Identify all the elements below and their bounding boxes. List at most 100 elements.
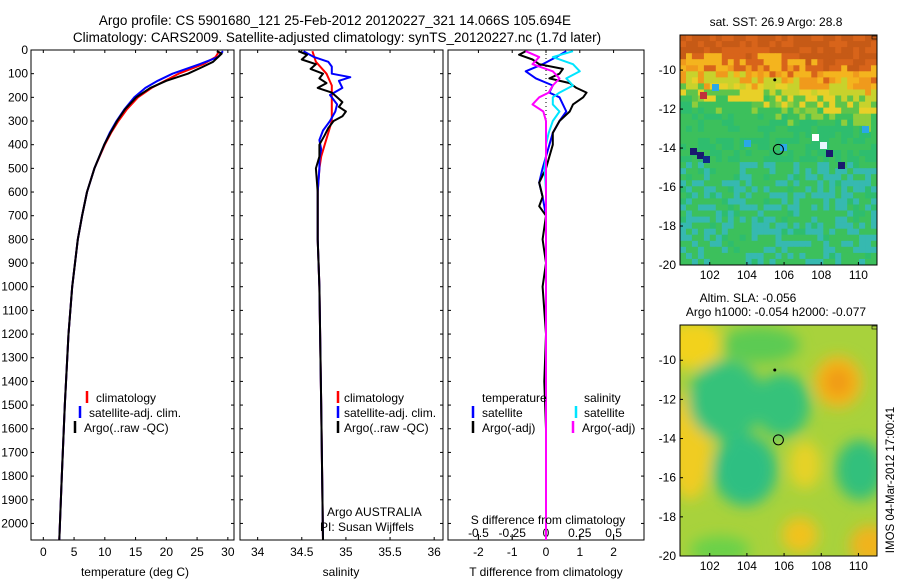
sst-cell (853, 131, 860, 139)
sst-cell (799, 53, 806, 60)
sst-cell (715, 137, 723, 145)
depth-tick-label: 1300 (1, 351, 28, 365)
sst-cell (751, 168, 758, 175)
sst-cell (751, 258, 758, 265)
sst-cell (811, 41, 818, 48)
sst-cell (733, 113, 741, 121)
sst-cell (715, 192, 723, 199)
sst-cell (703, 222, 711, 230)
sst-cell (751, 192, 758, 199)
sst-cell (805, 113, 812, 121)
sst-cell (841, 174, 848, 181)
sst-cell (715, 258, 723, 265)
sst-cell (733, 192, 741, 199)
sst-cell (799, 47, 806, 54)
x-tick-label: 35 (339, 545, 353, 559)
sst-cell (853, 35, 860, 42)
sst-cell (733, 107, 741, 115)
sst-cell (799, 252, 806, 260)
sst-cell (757, 143, 764, 151)
sst-cell (829, 119, 836, 127)
sst-cell (721, 143, 729, 151)
sst-cell (823, 240, 830, 248)
sst-cell (799, 77, 806, 84)
x-tick-label: 25 (190, 545, 204, 559)
sst-cell (853, 198, 860, 205)
sst-cell (697, 240, 705, 248)
sst-cell (686, 216, 693, 224)
sst-cell (793, 216, 800, 224)
sst-cell (805, 59, 812, 66)
x-tick-label: 0 (543, 545, 550, 559)
x-tick-label: -1 (507, 545, 518, 559)
sst-cell (871, 107, 877, 115)
depth-tick-label: 900 (8, 256, 28, 270)
sst-cell (727, 162, 735, 169)
sst-cell (715, 101, 723, 109)
sst-cell (769, 150, 776, 157)
sst-cell (859, 180, 866, 187)
sla-map-field (680, 325, 877, 556)
sst-cell (859, 41, 866, 48)
sst-cell (847, 137, 854, 145)
sst-cell (805, 216, 812, 224)
sst-cell (769, 83, 776, 90)
sst-cell (745, 186, 753, 193)
sst-cell (841, 113, 848, 121)
sst-cell (721, 210, 729, 217)
sst-cell (793, 258, 800, 265)
sst-cell (745, 228, 753, 236)
sst-cell (697, 41, 705, 48)
sst-cell (745, 113, 753, 121)
sst-cell (709, 131, 717, 139)
sst-cell (829, 192, 836, 199)
sst-cell (763, 41, 770, 48)
sst-cell (691, 83, 699, 90)
sst-cell (781, 35, 788, 42)
map-lon-label: 110 (849, 559, 868, 573)
sst-cell (697, 192, 705, 199)
sst-cell (709, 186, 717, 193)
sst-cell (686, 47, 693, 54)
sst-cell (865, 162, 872, 169)
sst-cell (757, 240, 764, 248)
sst-cell (817, 119, 824, 127)
sst-cell (733, 246, 741, 254)
sst-cell (763, 59, 770, 66)
sst-cell (727, 77, 735, 84)
sst-cell (680, 222, 687, 230)
sst-cell (823, 180, 830, 187)
sst-cell (865, 156, 872, 163)
sst-cell (787, 246, 794, 254)
sst-cell (793, 210, 800, 217)
sst-cell (697, 204, 705, 211)
sst-cell (859, 89, 866, 96)
sst-cell (811, 156, 818, 163)
sst-cell (769, 192, 776, 199)
sst-cell (817, 53, 824, 60)
sst-cell (871, 150, 877, 157)
sst-cell (763, 83, 770, 90)
depth-tick-label: 600 (8, 185, 28, 199)
sst-cell (829, 228, 836, 236)
sst-cell (853, 180, 860, 187)
temperature-panel (30, 49, 235, 541)
sst-cell (739, 252, 747, 260)
sst-cell (853, 168, 860, 175)
sst-cell (799, 168, 806, 175)
sst-cell (865, 174, 872, 181)
sst-cell (739, 65, 747, 72)
salinity-legend-argo: Argo(..raw -QC) (344, 421, 429, 435)
sst-cell (727, 156, 735, 163)
sst-cell (775, 162, 782, 169)
s-tick-label: 0.25 (568, 526, 592, 540)
sst-cell (793, 174, 800, 181)
sst-cell (775, 258, 782, 265)
sst-cell (871, 156, 877, 163)
sst-cell (805, 107, 812, 115)
sst-cell (686, 174, 693, 181)
sst-cell (787, 258, 794, 265)
sst-cell (835, 137, 842, 145)
sst-cell (823, 222, 830, 230)
sst-cell (739, 246, 747, 254)
